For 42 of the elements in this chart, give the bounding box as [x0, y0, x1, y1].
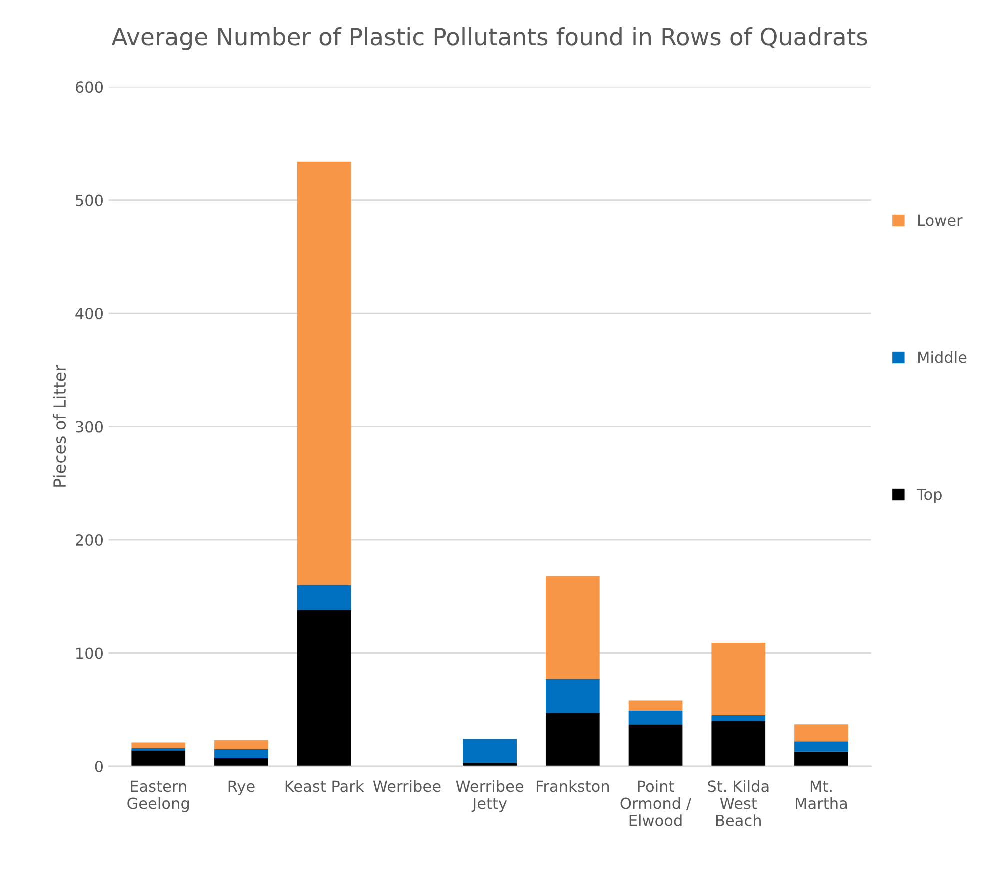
bar [297, 610, 352, 766]
bar [297, 162, 352, 586]
x-tick-label: Rye [228, 780, 255, 796]
bar [297, 585, 352, 610]
x-tick-label: Point Ormond / Elwood [620, 780, 692, 826]
x-tick-label: Frankston [536, 780, 610, 792]
bar [214, 749, 268, 759]
bar [712, 716, 766, 722]
x-tick-label: Mt. Martha [796, 780, 848, 810]
bar [794, 724, 848, 742]
bar [214, 740, 268, 750]
x-tick-label: Eastern Geelong [128, 780, 190, 812]
y-tick-label: 100 [76, 648, 104, 660]
chart-title: Average Number of Plastic Pollutants found in Rows of Quadrats [112, 27, 868, 50]
y-tick-label: 200 [76, 534, 104, 546]
legend-label: Middle [918, 351, 967, 364]
bar [214, 758, 268, 766]
x-tick-label: Keast Park [286, 780, 364, 792]
bar [132, 742, 186, 748]
y-tick-label: 400 [76, 308, 104, 320]
bar [628, 724, 683, 766]
legend-label: Lower [918, 214, 963, 226]
bar [794, 742, 848, 752]
y-tick-label: 600 [76, 82, 104, 94]
bar [463, 739, 517, 764]
bar [546, 679, 600, 714]
legend-label: Top [916, 488, 942, 504]
bar [712, 643, 766, 716]
bar [628, 710, 683, 725]
bar [712, 721, 766, 766]
bar [132, 750, 186, 766]
bar [546, 576, 600, 680]
y-tick-label: 500 [76, 194, 104, 206]
bar [794, 752, 848, 766]
x-tick-label: Werribee Jetty [456, 780, 524, 812]
bar [628, 700, 683, 711]
x-tick-label: Werribee [373, 780, 441, 792]
y-axis-title: Pieces of Litter [53, 365, 66, 487]
y-tick-label: 300 [76, 421, 104, 433]
y-tick-label: 0 [95, 760, 104, 772]
bar [546, 713, 600, 766]
x-tick-label: St. Kilda West Beach [708, 780, 769, 826]
